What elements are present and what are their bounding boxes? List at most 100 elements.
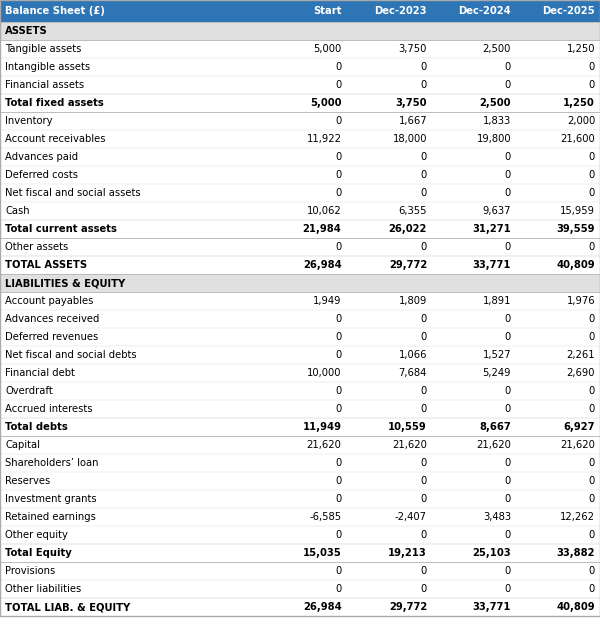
Bar [0,184,600,202]
Bar [0,58,600,76]
Text: Net fiscal and social debts: Net fiscal and social debts [5,350,137,360]
Bar [516,0,600,22]
Bar [0,472,600,490]
Text: 0: 0 [335,350,341,360]
Text: Tangible assets: Tangible assets [5,44,82,54]
Text: 0: 0 [335,188,341,198]
Bar [0,0,261,22]
Bar [0,580,600,598]
Text: 0: 0 [421,566,427,576]
Text: Dec-2024: Dec-2024 [458,6,511,16]
Text: 0: 0 [505,170,511,180]
Text: 0: 0 [505,458,511,468]
Text: 5,249: 5,249 [482,368,511,378]
Text: Retained earnings: Retained earnings [5,512,96,522]
Text: 0: 0 [505,494,511,504]
Text: 5,000: 5,000 [313,44,341,54]
Text: 0: 0 [589,494,595,504]
Text: 10,062: 10,062 [307,206,341,216]
Text: Other assets: Other assets [5,242,68,252]
Text: 0: 0 [335,386,341,396]
Text: 21,620: 21,620 [476,440,511,450]
Text: 0: 0 [505,314,511,324]
Text: TOTAL LIAB. & EQUITY: TOTAL LIAB. & EQUITY [5,602,130,612]
Bar [0,508,600,526]
Text: 0: 0 [589,188,595,198]
Text: 1,250: 1,250 [563,98,595,108]
Bar [0,490,600,508]
Bar [0,238,600,256]
Text: 21,620: 21,620 [307,440,341,450]
Bar [0,256,600,274]
Text: 26,984: 26,984 [303,260,341,270]
Text: 0: 0 [335,494,341,504]
Text: Total current assets: Total current assets [5,224,117,234]
Text: 1,667: 1,667 [398,116,427,126]
Text: 0: 0 [589,152,595,162]
Bar [0,22,600,40]
Text: 0: 0 [421,530,427,540]
Text: 0: 0 [421,242,427,252]
Text: 0: 0 [505,80,511,90]
Bar [0,454,600,472]
Text: 0: 0 [421,404,427,414]
Text: Shareholders’ loan: Shareholders’ loan [5,458,98,468]
Bar [0,166,600,184]
Text: 1,833: 1,833 [483,116,511,126]
Text: 0: 0 [421,314,427,324]
Text: 0: 0 [421,584,427,594]
Text: Other liabilities: Other liabilities [5,584,81,594]
Text: 0: 0 [589,314,595,324]
Text: 6,927: 6,927 [563,422,595,432]
Text: 19,800: 19,800 [476,134,511,144]
Text: 0: 0 [335,404,341,414]
Text: Reserves: Reserves [5,476,50,486]
Text: 0: 0 [589,566,595,576]
Bar [0,328,600,346]
Bar [0,526,600,544]
Bar [0,436,600,454]
Text: 26,022: 26,022 [389,224,427,234]
Text: 0: 0 [505,242,511,252]
Text: 15,035: 15,035 [303,548,341,558]
Text: 33,771: 33,771 [473,260,511,270]
Bar [0,598,600,616]
Text: 21,620: 21,620 [392,440,427,450]
Text: 0: 0 [589,386,595,396]
Bar [0,292,600,310]
Text: 0: 0 [421,386,427,396]
Bar [0,220,600,238]
Text: 2,261: 2,261 [566,350,595,360]
Text: 0: 0 [589,530,595,540]
Bar [0,76,600,94]
Bar [0,346,600,364]
Text: 0: 0 [505,332,511,342]
Bar [347,0,432,22]
Bar [0,112,600,130]
Text: 1,066: 1,066 [398,350,427,360]
Text: 0: 0 [505,152,511,162]
Text: 0: 0 [421,62,427,72]
Text: 0: 0 [335,332,341,342]
Text: 9,637: 9,637 [482,206,511,216]
Text: 0: 0 [421,494,427,504]
Text: 40,809: 40,809 [556,602,595,612]
Text: 0: 0 [505,566,511,576]
Text: 0: 0 [335,242,341,252]
Text: Other equity: Other equity [5,530,68,540]
Text: 0: 0 [335,476,341,486]
Text: 0: 0 [421,476,427,486]
Text: LIABILITIES & EQUITY: LIABILITIES & EQUITY [5,278,125,288]
Text: 0: 0 [421,458,427,468]
Text: 0: 0 [589,458,595,468]
Text: Accrued interests: Accrued interests [5,404,92,414]
Text: 1,949: 1,949 [313,296,341,306]
Text: Cash: Cash [5,206,29,216]
Text: 0: 0 [421,170,427,180]
Text: 0: 0 [421,188,427,198]
Text: 0: 0 [335,116,341,126]
Text: Deferred revenues: Deferred revenues [5,332,98,342]
Text: 0: 0 [505,404,511,414]
Text: 18,000: 18,000 [392,134,427,144]
Text: 21,600: 21,600 [560,134,595,144]
